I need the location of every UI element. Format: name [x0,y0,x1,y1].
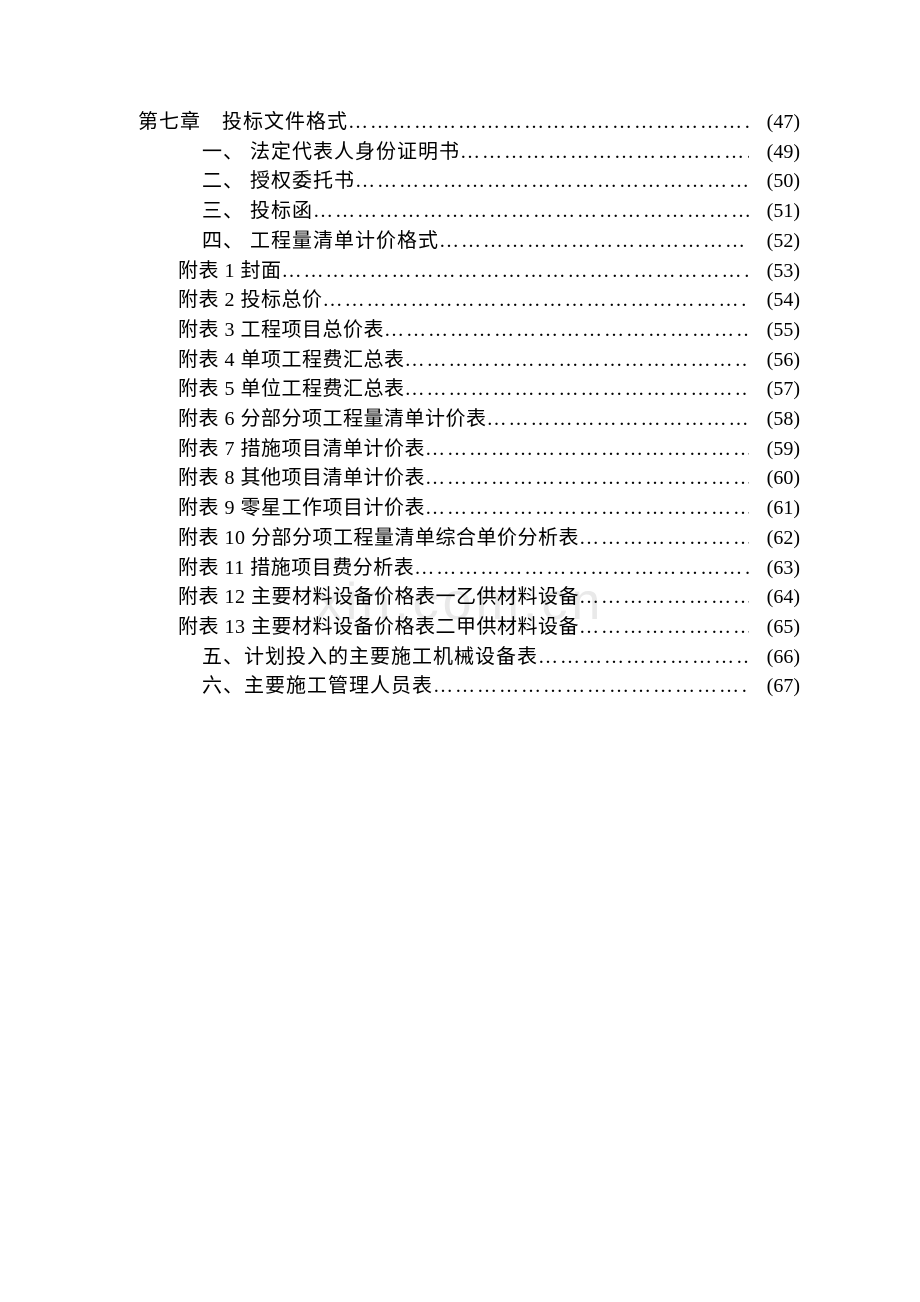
toc-leader-dots [579,524,749,554]
toc-entry: 二、 授权委托书 (50) [138,167,800,197]
toc-entry-page: (55) [749,316,800,346]
toc-entry-page: (52) [749,227,800,257]
toc-leader-dots [579,583,749,613]
toc-entry: 附表 7 措施项目清单计价表 (59) [138,435,800,465]
toc-entry-page: (66) [749,643,800,673]
toc-entry-page: (61) [749,494,800,524]
toc-entry: 附表 11 措施项目费分析表 (63) [138,554,800,584]
toc-leader-dots [460,138,749,168]
toc-entry-label: 四、 工程量清单计价格式 [202,227,439,257]
toc-entry-page: (53) [749,257,800,287]
toc-entry: 附表 8 其他项目清单计价表 (60) [138,464,800,494]
toc-leader-dots [323,286,749,316]
toc-leader-dots [414,554,748,584]
toc-entry-label: 附表 10 分部分项工程量清单综合单价分析表 [178,524,579,554]
toc-entry-page: (64) [749,583,800,613]
toc-entry-label: 附表 4 单项工程费汇总表 [178,346,405,376]
toc-entry-label: 五、计划投入的主要施工机械设备表 [202,643,538,673]
toc-entry: 附表 12 主要材料设备价格表一乙供材料设备 (64) [138,583,800,613]
toc-entry-label: 三、 投标函 [202,197,313,227]
toc-entry-page: (59) [749,435,800,465]
toc-entry-label: 附表 9 零星工作项目计价表 [178,494,425,524]
toc-leader-dots [405,346,749,376]
toc-entry-page: (63) [749,554,800,584]
toc-leader-dots [439,227,749,257]
toc-leader-dots [579,613,749,643]
toc-entry: 一、 法定代表人身份证明书 (49) [138,138,800,168]
toc-entry-page: (57) [749,375,800,405]
toc-entry: 附表 9 零星工作项目计价表 (61) [138,494,800,524]
toc-entry-page: (47) [749,108,800,138]
toc-entry: 附表 10 分部分项工程量清单综合单价分析表 (62) [138,524,800,554]
table-of-contents: 第七章 投标文件格式 (47) 一、 法定代表人身份证明书 (49) 二、 授权委托书 (… [138,108,800,702]
toc-entry-page: (62) [749,524,800,554]
toc-leader-dots [405,375,749,405]
toc-entry: 四、 工程量清单计价格式 (52) [138,227,800,257]
toc-leader-dots [433,672,749,702]
toc-entry-label: 附表 5 单位工程费汇总表 [178,375,405,405]
toc-leader-dots [425,435,749,465]
toc-entry: 附表 3 工程项目总价表 (55) [138,316,800,346]
toc-entry-page: (58) [749,405,800,435]
toc-entry-label: 附表 1 封面 [178,257,282,287]
toc-entry: 附表 1 封面 (53) [138,257,800,287]
toc-entry-page: (49) [749,138,800,168]
toc-entry-label: 第七章 投标文件格式 [138,108,348,138]
toc-entry: 附表 2 投标总价 (54) [138,286,800,316]
toc-entry-label: 附表 12 主要材料设备价格表一乙供材料设备 [178,583,579,613]
toc-entry-label: 附表 3 工程项目总价表 [178,316,384,346]
toc-entry-page: (50) [749,167,800,197]
toc-entry: 附表 4 单项工程费汇总表 (56) [138,346,800,376]
toc-entry-label: 二、 授权委托书 [202,167,355,197]
toc-leader-dots [355,167,749,197]
toc-leader-dots [313,197,749,227]
toc-entry-label: 六、主要施工管理人员表 [202,672,433,702]
toc-entry-label: 附表 2 投标总价 [178,286,323,316]
toc-entry-page: (54) [749,286,800,316]
toc-entry: 三、 投标函 (51) [138,197,800,227]
toc-entry: 附表 13 主要材料设备价格表二甲供材料设备 (65) [138,613,800,643]
toc-leader-dots [425,464,749,494]
toc-entry-page: (56) [749,346,800,376]
toc-entry: 附表 5 单位工程费汇总表 (57) [138,375,800,405]
toc-leader-dots [384,316,749,346]
toc-leader-dots [282,257,749,287]
toc-entry-page: (67) [749,672,800,702]
toc-leader-dots [538,643,749,673]
toc-leader-dots [425,494,749,524]
toc-entry: 第七章 投标文件格式 (47) [138,108,800,138]
toc-entry-page: (51) [749,197,800,227]
toc-entry-label: 一、 法定代表人身份证明书 [202,138,460,168]
toc-entry: 六、主要施工管理人员表 (67) [138,672,800,702]
toc-entry: 附表 6 分部分项工程量清单计价表 (58) [138,405,800,435]
toc-entry-page: (60) [749,464,800,494]
toc-entry-label: 附表 7 措施项目清单计价表 [178,435,425,465]
toc-leader-dots [348,108,749,138]
toc-entry-page: (65) [749,613,800,643]
toc-entry-label: 附表 8 其他项目清单计价表 [178,464,425,494]
toc-entry-label: 附表 11 措施项目费分析表 [178,554,414,584]
page-content: 第七章 投标文件格式 (47) 一、 法定代表人身份证明书 (49) 二、 授权委托书 (… [0,0,920,702]
toc-entry: 五、计划投入的主要施工机械设备表 (66) [138,643,800,673]
toc-entry-label: 附表 6 分部分项工程量清单计价表 [178,405,487,435]
toc-leader-dots [487,405,749,435]
toc-entry-label: 附表 13 主要材料设备价格表二甲供材料设备 [178,613,579,643]
